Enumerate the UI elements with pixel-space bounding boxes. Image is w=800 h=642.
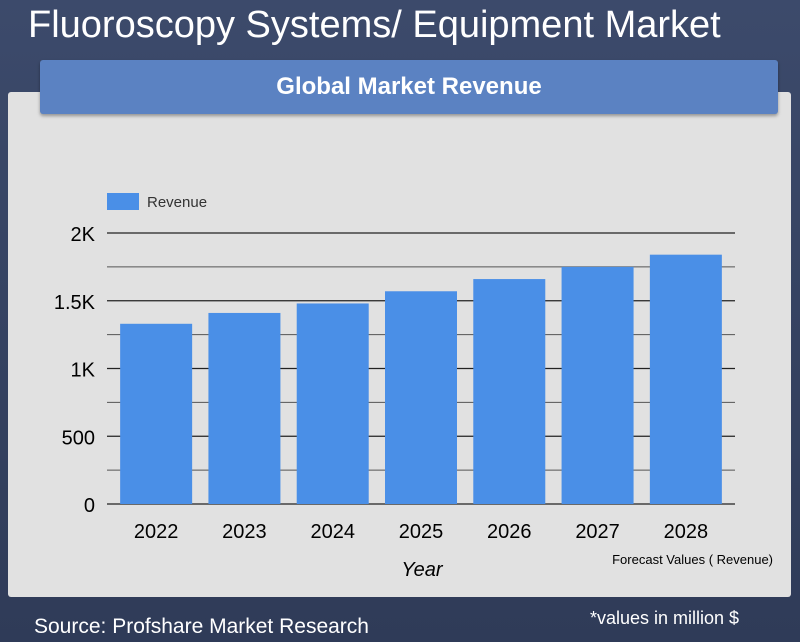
y-tick-label: 1.5K	[54, 292, 96, 314]
page-title: Fluoroscopy Systems/ Equipment Market	[28, 4, 721, 46]
bar-2025	[385, 291, 457, 504]
x-tick-label: 2026	[487, 521, 532, 543]
y-tick-label: 0	[84, 495, 95, 517]
unit-note: *values in million $	[590, 608, 740, 628]
x-tick-label: 2025	[399, 521, 444, 543]
x-tick-labels: 2022 2023 2024 2025 2026 2027 2028	[134, 521, 708, 543]
x-tick-label: 2024	[310, 521, 355, 543]
bar-2022	[120, 323, 193, 504]
chart-banner: Global Market Revenue	[40, 60, 778, 114]
bar-2026	[473, 279, 546, 504]
y-tick-labels: 0 500 1K 1.5K 2K	[54, 224, 96, 517]
y-tick-label: 500	[62, 427, 95, 449]
y-tick-label: 1K	[71, 360, 96, 382]
x-tick-label: 2023	[222, 521, 267, 543]
bar-2028	[649, 254, 722, 504]
x-axis-label: Year	[401, 559, 443, 581]
bar-2027	[561, 266, 634, 504]
forecast-note: Forecast Values ( Revenue)	[612, 552, 773, 567]
x-tick-label: 2022	[134, 521, 179, 543]
bar-2024	[296, 303, 369, 504]
source-note: Source: Profshare Market Research	[34, 615, 369, 638]
bar-2023	[208, 312, 281, 504]
y-tick-label: 2K	[71, 224, 96, 246]
legend-swatch	[107, 193, 139, 210]
bars	[120, 254, 722, 504]
x-tick-label: 2028	[664, 521, 709, 543]
x-tick-label: 2027	[575, 521, 620, 543]
legend: Revenue	[107, 193, 207, 211]
legend-label: Revenue	[147, 194, 207, 211]
